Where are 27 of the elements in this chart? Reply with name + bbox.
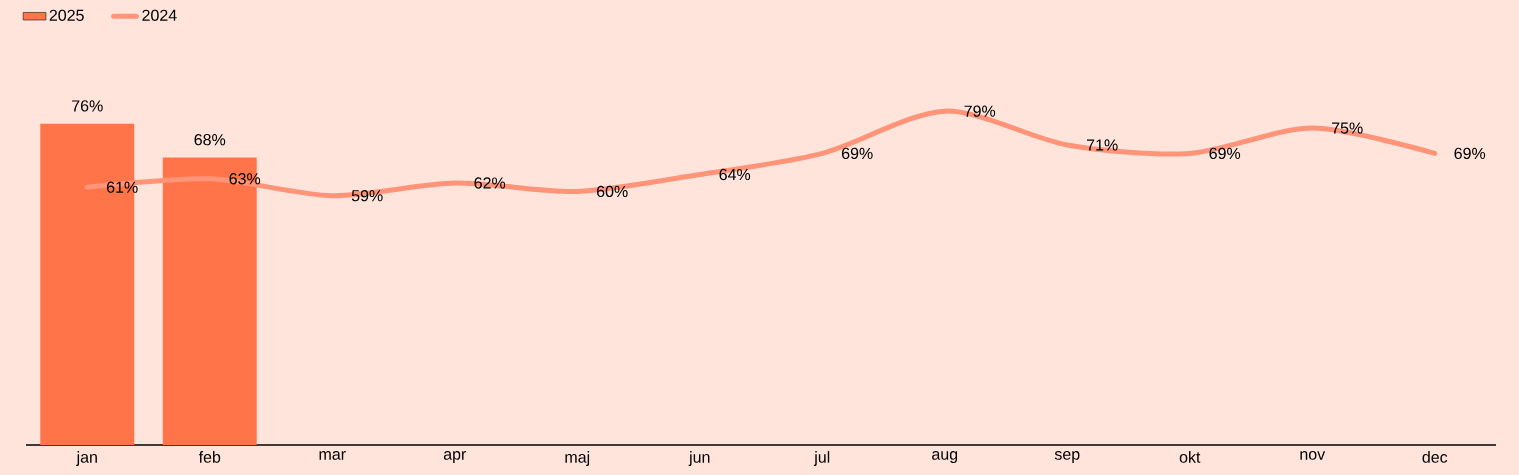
data-label: 64% bbox=[719, 168, 751, 181]
x-tick-label: jun bbox=[688, 451, 710, 466]
x-tick-label: nov bbox=[1300, 451, 1326, 460]
legend-label: 2024 bbox=[142, 9, 177, 21]
data-label: 75% bbox=[1332, 122, 1363, 134]
data-label: 59% bbox=[351, 190, 383, 202]
x-tick-label: feb bbox=[198, 451, 221, 463]
data-label: 76% bbox=[72, 100, 103, 112]
x-tick-label: okt bbox=[1179, 451, 1201, 463]
x-tick-label: apr bbox=[443, 451, 467, 463]
data-label: 79% bbox=[964, 105, 996, 117]
data-label: 71% bbox=[1087, 139, 1118, 151]
x-tick-label: sep bbox=[1054, 451, 1080, 463]
data-label: 62% bbox=[474, 177, 506, 189]
data-label: 69% bbox=[1209, 147, 1241, 160]
data-label: 61% bbox=[107, 181, 138, 193]
data-label: 68% bbox=[194, 134, 226, 146]
data-label: 69% bbox=[842, 147, 873, 160]
data-label: 60% bbox=[597, 185, 628, 198]
x-tick-label: mar bbox=[319, 451, 346, 460]
x-tick-label: maj bbox=[565, 451, 590, 466]
x-tick-label: dec bbox=[1422, 451, 1448, 463]
legend-label: 2025 bbox=[49, 9, 84, 21]
x-tick-label: jan bbox=[76, 451, 97, 466]
x-tick-label: aug bbox=[932, 451, 958, 463]
x-tick-label: jul bbox=[813, 451, 830, 466]
data-label: 69% bbox=[1454, 147, 1486, 160]
